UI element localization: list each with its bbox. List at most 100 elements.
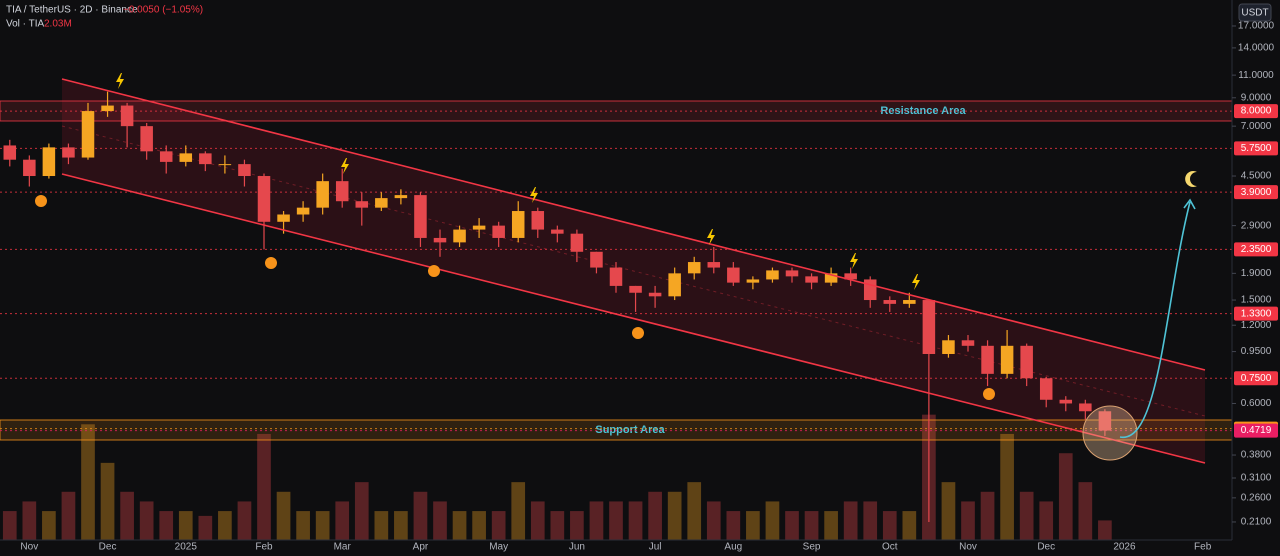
volume-bar — [1000, 433, 1014, 540]
x-tick-label: Mar — [334, 542, 352, 553]
level-label: 0.7500 — [1241, 373, 1272, 384]
candle-body — [1020, 345, 1033, 379]
candle-body — [492, 225, 505, 238]
volume-bar — [61, 491, 76, 540]
volume-value: 2.03M — [44, 19, 72, 30]
volume-bar — [472, 511, 486, 540]
volume-bar — [687, 482, 702, 540]
candle-body — [179, 153, 193, 162]
candle-body — [1000, 345, 1014, 374]
candle-body — [824, 273, 838, 283]
candle-body — [3, 145, 17, 160]
y-tick-label: 9.0000 — [1241, 92, 1272, 103]
volume-bar — [1098, 520, 1112, 540]
x-tick-label: Nov — [959, 542, 977, 553]
candle-body — [1039, 378, 1053, 400]
candle-body — [961, 340, 975, 346]
volume-bar — [882, 511, 897, 540]
level-tag — [1234, 185, 1278, 200]
volume-bar — [452, 511, 467, 540]
candle-body — [551, 229, 564, 234]
candle-body — [629, 285, 642, 293]
volume-bar — [139, 501, 154, 540]
level-tag — [1234, 104, 1278, 119]
volume-bar — [941, 482, 956, 540]
x-tick-label: Apr — [413, 542, 429, 553]
volume-bar — [589, 501, 604, 540]
x-tick-label: Feb — [255, 542, 273, 553]
candle-body — [159, 151, 173, 162]
levels-layer — [0, 110, 1232, 432]
x-tick-label: Dec — [99, 542, 117, 553]
x-tick-label: Aug — [724, 542, 742, 553]
channel-lower — [61, 173, 1206, 464]
volume-bar — [42, 511, 56, 540]
candle-body — [648, 292, 662, 297]
x-tick-label: Dec — [1037, 542, 1055, 553]
volume-bar — [237, 501, 252, 540]
candle-body — [590, 251, 603, 268]
y-tick-label: 0.6000 — [1241, 398, 1272, 409]
lightning-icons — [116, 73, 920, 290]
candle-body — [707, 262, 721, 268]
candle-body — [277, 214, 290, 222]
volume-bar — [628, 501, 643, 540]
y-tick-label: 1.9000 — [1241, 268, 1272, 279]
y-tick-label: 2.9000 — [1241, 220, 1272, 231]
x-tick-label: Sep — [803, 542, 821, 553]
volume-bar — [570, 511, 584, 540]
volume-title: Vol · TIA — [6, 19, 44, 30]
volume-bar — [785, 511, 799, 540]
volume-bar — [609, 501, 623, 540]
candle-body — [472, 225, 486, 230]
volume-bar — [120, 491, 134, 540]
volume-bar — [394, 511, 408, 540]
candle-body — [531, 211, 545, 230]
volume-bar — [81, 424, 95, 540]
x-tick-label: Nov — [20, 542, 38, 553]
change: −0.0050 (−1.05%) — [123, 5, 203, 16]
volume-bar — [902, 511, 917, 540]
x-tick-label: Jul — [649, 542, 662, 553]
candle-body — [140, 126, 153, 152]
zone-label: Support Area — [595, 424, 665, 436]
candle-body — [727, 267, 740, 283]
y-tick-label: 17.0000 — [1238, 21, 1275, 32]
volume-bar — [100, 462, 115, 540]
volume-bar — [433, 501, 447, 540]
volume-bar — [1078, 482, 1093, 540]
fire-icons — [35, 195, 995, 400]
y-tick-label: 1.2000 — [1241, 320, 1272, 331]
level-label: 0.4719 — [1241, 425, 1272, 436]
y-tick-label: 7.0000 — [1241, 121, 1272, 132]
y-tick-label: 0.3100 — [1241, 473, 1272, 484]
volume-bar — [374, 511, 389, 540]
level-label: 8.0000 — [1241, 106, 1272, 117]
channel-upper — [61, 78, 1206, 371]
y-tick-label: 0.2600 — [1241, 493, 1272, 504]
candle-body — [785, 270, 799, 277]
candle-body — [746, 279, 760, 283]
volume-bar — [1039, 501, 1054, 540]
candle-body — [453, 229, 466, 243]
volume-bar — [511, 482, 526, 540]
channel-mid — [61, 125, 1206, 417]
y-tick-label: 11.0000 — [1238, 70, 1274, 81]
level-label: 1.3300 — [1241, 308, 1272, 319]
candle-body — [844, 273, 857, 280]
zone-label: Resistance Area — [880, 105, 966, 117]
candle-body — [394, 195, 408, 199]
level-label: 3.9000 — [1241, 187, 1272, 198]
volume-bar — [22, 501, 37, 540]
volume-bar — [843, 501, 858, 540]
volume-bar — [218, 511, 232, 540]
level-tag — [1234, 141, 1278, 156]
candle-body — [511, 211, 525, 238]
y-axis-bg — [1232, 0, 1280, 556]
candle-body — [355, 201, 369, 208]
candle-body — [687, 262, 701, 274]
level-label: 2.3500 — [1241, 244, 1272, 255]
y-tick-label: 4.5000 — [1241, 171, 1272, 182]
